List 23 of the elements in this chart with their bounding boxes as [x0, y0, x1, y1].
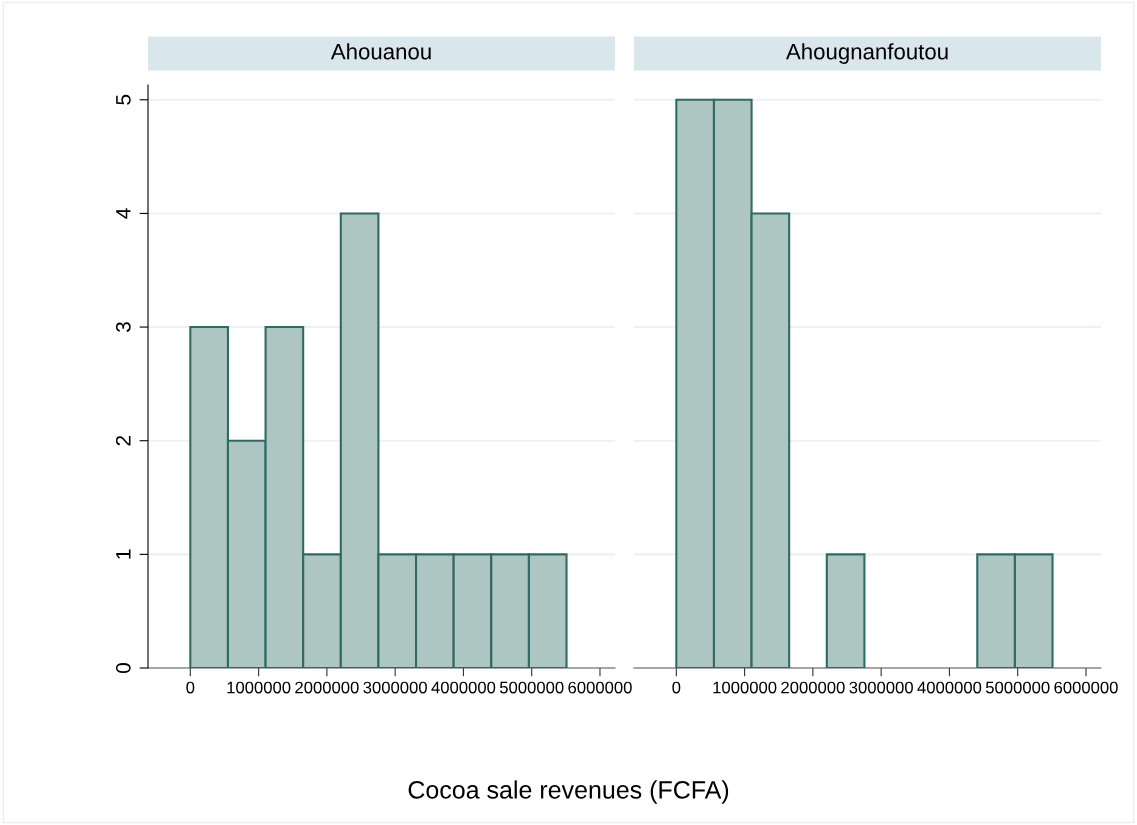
x-tick-label: 4000000 [431, 681, 496, 694]
x-tick-label: 3000000 [363, 681, 427, 694]
chart-title: Ahouanou [330, 43, 431, 60]
x-tick-label: 1000000 [713, 681, 777, 694]
y-tick-label: 4 [116, 208, 131, 219]
y-tick-label: 3 [115, 322, 131, 333]
x-tick-label: 2000000 [781, 681, 845, 694]
chart-title: Ahougnanfoutou [785, 43, 948, 64]
x-tick-label: 4000000 [917, 681, 982, 694]
x-tick-label: 6000000 [1054, 681, 1118, 694]
x-tick-label: 0 [186, 681, 195, 694]
y-tick-label: 2 [115, 435, 131, 446]
y-tick-label: 5 [116, 94, 131, 105]
x-tick-label: 0 [672, 681, 681, 694]
x-tick-label: 3000000 [849, 681, 913, 694]
x-tick-label: 1000000 [227, 681, 291, 694]
x-tick-label: 2000000 [295, 681, 359, 694]
x-tick-label: 6000000 [568, 681, 632, 694]
y-tick-label: 1 [116, 549, 131, 559]
x-tick-label: 5000000 [499, 681, 564, 694]
x-tick-label: 5000000 [985, 681, 1050, 694]
x-axis-title: Cocoa sale revenues (FCFA) [408, 780, 729, 804]
y-tick-label: 0 [115, 663, 131, 673]
